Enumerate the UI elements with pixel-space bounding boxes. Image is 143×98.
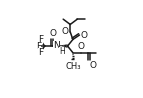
Text: F: F [36,42,41,51]
Text: O: O [81,31,88,39]
Text: N: N [53,41,60,50]
Text: O: O [62,27,69,36]
Text: CH₃: CH₃ [65,62,81,71]
Text: O: O [89,61,96,70]
Text: O: O [77,42,84,51]
Text: H: H [59,47,65,55]
Text: F: F [38,48,43,57]
Text: F: F [38,35,43,44]
Text: O: O [50,29,57,38]
